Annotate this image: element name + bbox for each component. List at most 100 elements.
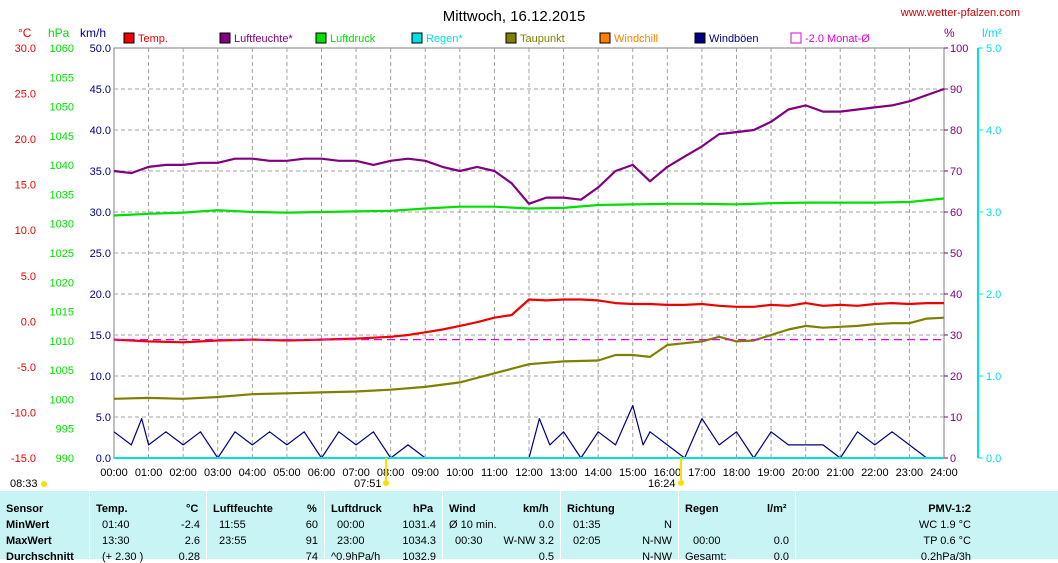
pmv-column: PMV-1:2 WC 1.9 °C TP 0.6 °C 0.2hPa/3h (795, 491, 1058, 563)
wind-tick-2: 40.0 (90, 125, 111, 137)
wind-tick-0: 50.0 (90, 43, 111, 55)
wind-tick-4: 30.0 (90, 207, 111, 219)
series-line-4 (113, 316, 945, 400)
pressure-trend: ^0.9hPa/h (331, 551, 381, 563)
statistics-table: Sensor MinWert MaxWert Durchschnitt Temp… (0, 491, 1058, 563)
legend-label-1: Temp. (138, 33, 168, 45)
pmv-header: PMV-1:2 (928, 503, 971, 515)
pressure-tick-2: 1050 (50, 102, 74, 114)
time-tick-22: 22:00 (861, 467, 889, 479)
rain-tick-5: 0.0 (986, 453, 1001, 465)
series-line-1 (113, 298, 944, 344)
rain-column: Regen l/m² 00:00 0.0 Gesamt: 0.0 (678, 491, 795, 563)
sunrise-marker (383, 480, 389, 486)
time-tick-19: 19:00 (757, 467, 785, 479)
pressure-tick-11: 1005 (50, 365, 74, 377)
dewpoint-value: TP 0.6 °C (923, 535, 971, 547)
time-tick-4: 04:00 (239, 467, 267, 479)
windchill-value: WC 1.9 °C (918, 519, 971, 531)
rain-tick-2: 3.0 (986, 207, 1001, 219)
legend-swatch-5 (505, 32, 517, 44)
legend-swatch-3 (315, 32, 327, 44)
wind-tick-6: 20.0 (90, 289, 111, 301)
series-line-5 (113, 404, 944, 459)
temp-column: Temp. °C 01:40 -2.4 13:30 2.6 (+ 2.30 ) … (89, 491, 206, 563)
time-tick-13: 13:00 (550, 467, 578, 479)
time-tick-24: 24:00 (930, 467, 958, 479)
temp-axis-unit: °C (18, 26, 32, 40)
humidity-tick-8: 20 (950, 371, 962, 383)
rain-tick-4: 1.0 (986, 371, 1001, 383)
legend-swatch-2 (219, 32, 231, 44)
temp-unit: °C (186, 503, 199, 515)
time-tick-5: 05:00 (273, 467, 301, 479)
pressure-tick-0: 1060 (50, 43, 74, 55)
series-line-3 (113, 197, 945, 217)
time-tick-20: 20:00 (792, 467, 820, 479)
moonset-time: 08:33 (10, 478, 38, 490)
humidity-axis-unit: % (944, 26, 955, 40)
legend-label-5: Taupunkt (520, 33, 565, 45)
time-tick-18: 18:00 (723, 467, 751, 479)
pressure-tick-6: 1030 (50, 219, 74, 231)
time-tick-16: 16:00 (654, 467, 682, 479)
humidity-min-time: 11:55 (219, 519, 246, 531)
sensor-column: Sensor MinWert MaxWert Durchschnitt (0, 491, 88, 563)
humidity-unit: % (307, 503, 317, 515)
time-tick-6: 06:00 (308, 467, 336, 479)
rain-axis-unit: l/m² (982, 26, 1002, 40)
legend-label-6: Windchill (614, 33, 658, 45)
time-tick-14: 14:00 (584, 467, 612, 479)
direction-min-value: N (664, 519, 672, 531)
direction-max-value: N-NW (642, 535, 672, 547)
legend-label-8: -2.0 Monat-Ø (805, 33, 870, 45)
wind-unit: km/h (523, 503, 549, 515)
pressure-tick-5: 1035 (50, 189, 74, 201)
time-tick-3: 03:00 (204, 467, 232, 479)
time-tick-0: 00:00 (100, 467, 128, 479)
wind-avg-value: 0.0 (538, 519, 554, 531)
rain-tick-3: 2.0 (986, 289, 1001, 301)
time-tick-10: 10:00 (446, 467, 474, 479)
humidity-tick-7: 30 (950, 330, 962, 342)
time-tick-12: 12:00 (515, 467, 543, 479)
humidity-tick-9: 10 (950, 412, 962, 424)
temp-tick-9: -15.0 (11, 453, 36, 465)
time-tick-17: 17:00 (688, 467, 716, 479)
rain-max-value: 0.0 (773, 535, 789, 547)
temp-change: (+ 2.30 ) (102, 551, 144, 563)
sunrise-time: 07:51 (354, 478, 382, 490)
moonset-marker (41, 481, 47, 487)
humidity-tick-2: 80 (950, 125, 962, 137)
wind-tick-9: 5.0 (96, 412, 111, 424)
pressure-tendency-value: 0.2hPa/3h (920, 551, 971, 563)
pressure-column: Luftdruck hPa 00:00 1031.4 23:00 1034.3 … (324, 491, 442, 563)
legend-swatch-4 (411, 32, 423, 44)
min-row-label: MinWert (6, 519, 50, 531)
temp-tick-3: 15.0 (15, 180, 36, 192)
humidity-tick-6: 40 (950, 289, 962, 301)
temp-max-value: 2.6 (184, 535, 200, 547)
temp-header: Temp. (96, 503, 128, 515)
humidity-min-value: 60 (305, 519, 318, 531)
sunset-time: 16:24 (648, 478, 676, 490)
wind-avg-label: Ø 10 min. (449, 519, 497, 531)
wind-header: Wind (449, 503, 476, 515)
legend-label-7: Windböen (709, 33, 759, 45)
pressure-tick-9: 1015 (50, 307, 74, 319)
wind-tick-10: 0.0 (96, 453, 111, 465)
time-tick-15: 15:00 (619, 467, 647, 479)
humidity-avg-value: 74 (305, 551, 318, 563)
temp-tick-4: 10.0 (15, 225, 36, 237)
wind-max-time: 00:30 (455, 535, 483, 547)
pressure-tick-13: 995 (56, 424, 74, 436)
humidity-tick-4: 60 (950, 207, 962, 219)
temp-tick-1: 25.0 (15, 89, 36, 101)
humidity-tick-3: 70 (950, 166, 962, 178)
legend-label-2: Luftfeuchte* (234, 33, 293, 45)
rain-unit: l/m² (767, 503, 787, 515)
wind-column: Wind km/h Ø 10 min. 0.0 00:30 W-NW 3.2 0… (442, 491, 560, 563)
time-tick-23: 23:00 (896, 467, 924, 479)
humidity-tick-0: 100 (950, 43, 968, 55)
humidity-header: Luftfeuchte (213, 503, 273, 515)
